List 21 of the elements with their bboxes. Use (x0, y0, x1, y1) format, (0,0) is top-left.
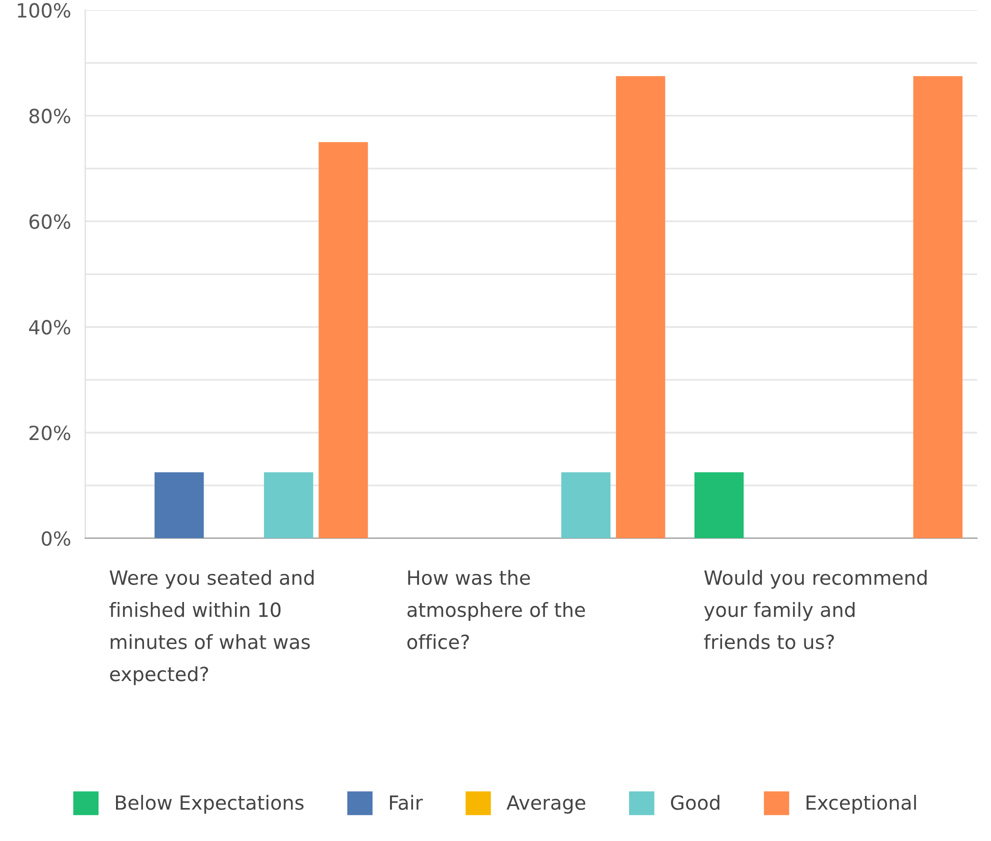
legend-label: Fair (390, 794, 423, 810)
bar (913, 76, 962, 538)
bar (318, 142, 368, 538)
y-tick-label: 100% (18, 3, 70, 18)
bar (154, 472, 204, 538)
bar (561, 472, 610, 538)
y-tick-label: 0% (42, 531, 70, 546)
legend-label: Exceptional (806, 794, 916, 814)
legend-label: Below Expectations (116, 794, 304, 814)
y-tick-label: 40% (29, 320, 70, 335)
x-tick-label: Would you recommend your family and friends to us? (704, 570, 927, 650)
legend-label: Good (670, 794, 720, 810)
y-tick-label: 80% (29, 108, 70, 124)
legend-label: Average (506, 795, 586, 814)
x-tick-label: Were you seated and finished within 10 minutes of what was expected? (109, 570, 314, 686)
bar (264, 472, 314, 538)
y-tick-label: 20% (30, 426, 70, 440)
x-tick-label: How was the atmosphere of the office? (407, 570, 585, 650)
bar (616, 76, 666, 538)
bar (694, 472, 744, 538)
y-tick-label: 60% (29, 214, 70, 230)
